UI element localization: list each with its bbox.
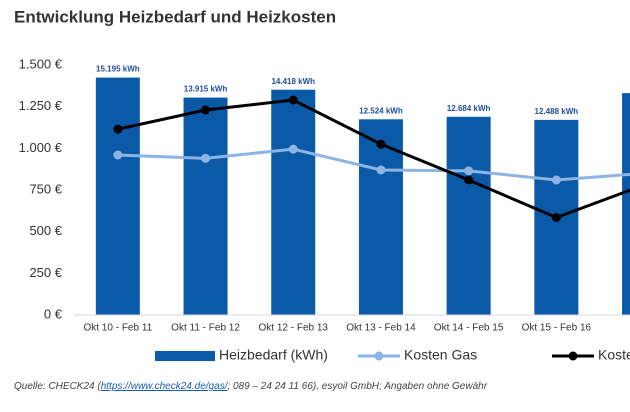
bar: [446, 116, 491, 315]
bar: [183, 97, 228, 315]
marker: [464, 175, 474, 185]
marker: [288, 144, 298, 154]
marker: [464, 166, 474, 176]
y-tick-label: 1.000 €: [19, 140, 63, 155]
y-tick-label: 500 €: [29, 223, 62, 238]
bar: [271, 89, 316, 315]
value-label: 13.915 kWh: [184, 85, 228, 94]
x-tick-label: Okt 15 - Feb 16: [522, 323, 592, 334]
marker: [201, 105, 211, 115]
marker: [113, 124, 123, 134]
chart-title: Entwicklung Heizbedarf und Heizkosten: [14, 7, 336, 26]
marker: [551, 175, 561, 185]
marker: [551, 213, 561, 222]
x-tick-label: Okt 11 - Feb 12: [171, 323, 240, 334]
value-label: 12.524 kWh: [359, 106, 403, 115]
marker: [376, 165, 386, 175]
x-tick-label: Okt 10 - Feb 11: [83, 323, 152, 334]
legend-label: Kosten Gas: [404, 347, 477, 363]
value-label: 12.488 kWh: [535, 107, 579, 116]
y-tick-label: 0 €: [44, 306, 63, 321]
marker: [113, 150, 123, 160]
x-tick-label: Okt 13 - Feb 14: [346, 323, 416, 334]
legend-label: Heizbedarf (kWh): [219, 347, 328, 363]
legend-label: Kosten: [598, 347, 630, 363]
source-prefix: Quelle: CHECK24 (: [14, 381, 102, 392]
x-tick-label: Okt 12 - Feb 13: [259, 323, 329, 334]
marker: [201, 153, 211, 163]
legend-marker: [568, 351, 578, 361]
y-tick-label: 750 €: [29, 181, 62, 196]
y-tick-label: 1.500 €: [19, 56, 63, 71]
bar: [358, 119, 403, 315]
legend-marker: [374, 351, 384, 361]
y-tick-label: 1.250 €: [19, 98, 63, 113]
source-link[interactable]: https://www.check24.de/gas/: [101, 381, 229, 392]
y-tick-label: 250 €: [29, 265, 62, 280]
source: Quelle: CHECK24 (https://www.check24.de/…: [14, 381, 488, 392]
x-tick-label: Okt 14 - Feb 15: [434, 323, 504, 334]
value-label: 12.684 kWh: [447, 104, 491, 113]
marker: [376, 139, 386, 149]
value-label: 14.418 kWh: [271, 77, 315, 86]
marker: [288, 95, 298, 105]
source-suffix: ; 089 – 24 24 11 66), esyoil GmbH; Angab…: [227, 381, 487, 392]
legend-swatch: [155, 351, 215, 361]
bar: [95, 77, 140, 315]
value-label: 15.195 kWh: [96, 65, 140, 74]
bar: [622, 93, 630, 315]
